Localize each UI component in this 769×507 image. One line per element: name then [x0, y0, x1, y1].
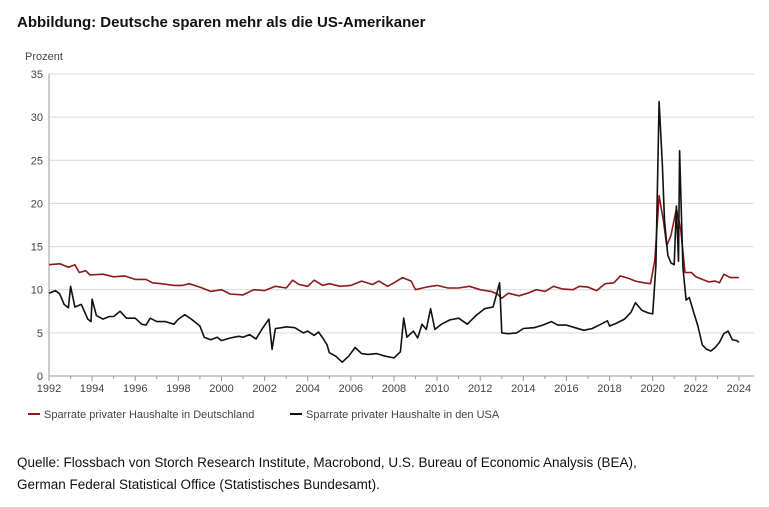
y-tick-label-15: 15: [31, 242, 43, 254]
x-tick-label-2012: 2012: [468, 383, 492, 395]
x-tick-label-2008: 2008: [382, 383, 406, 395]
legend-label-usa: Sparrate privater Haushalte in den USA: [306, 409, 500, 421]
y-tick-label-0: 0: [37, 371, 43, 383]
y-tick-label-35: 35: [31, 69, 43, 81]
x-tick-label-2010: 2010: [425, 383, 449, 395]
legend-label-germany: Sparrate privater Haushalte in Deutschla…: [44, 409, 254, 421]
x-tick-label-2006: 2006: [339, 383, 363, 395]
source-note: Quelle: Flossbach von Storch Research In…: [17, 452, 757, 496]
grid-lines: [49, 73, 754, 334]
x-tick-label-2004: 2004: [295, 383, 319, 395]
y-axis-label: Prozent: [25, 51, 63, 63]
chart-area: 0 5 10 15 20 25 30 35 Prozent 1992 1994 1996 1998 200…: [25, 51, 754, 421]
y-tick-label-25: 25: [31, 155, 43, 167]
series-line-usa: [48, 100, 740, 363]
series-lines: [48, 100, 740, 363]
y-tick-label-5: 5: [37, 328, 43, 340]
y-tick-label-30: 30: [31, 112, 43, 124]
source-line-2: German Federal Statistical Office (Stati…: [17, 477, 380, 492]
x-tick-label-2024: 2024: [727, 383, 751, 395]
source-line-1: Quelle: Flossbach von Storch Research In…: [17, 455, 637, 470]
x-tick-label-2016: 2016: [554, 383, 578, 395]
y-tick-label-20: 20: [31, 198, 43, 210]
y-tick-label-10: 10: [31, 285, 43, 297]
x-tick-label-1998: 1998: [166, 383, 190, 395]
x-tick-label-2020: 2020: [640, 383, 664, 395]
x-tick-label-2018: 2018: [597, 383, 621, 395]
x-tick-label-2022: 2022: [684, 383, 708, 395]
chart-title: Abbildung: Deutsche sparen mehr als die …: [17, 14, 426, 31]
x-tick-label-2002: 2002: [252, 383, 276, 395]
x-tick-label-1992: 1992: [37, 383, 61, 395]
x-tick-label-1996: 1996: [123, 383, 147, 395]
x-tick-label-1994: 1994: [80, 383, 104, 395]
x-tick-label-2014: 2014: [511, 383, 535, 395]
legend: Sparrate privater Haushalte in Deutschla…: [28, 409, 500, 421]
x-tick-label-2000: 2000: [209, 383, 233, 395]
axes: 0 5 10 15 20 25 30 35 Prozent 1992 1994 1996 1998 200…: [25, 51, 754, 395]
series-line-germany: [48, 194, 739, 300]
